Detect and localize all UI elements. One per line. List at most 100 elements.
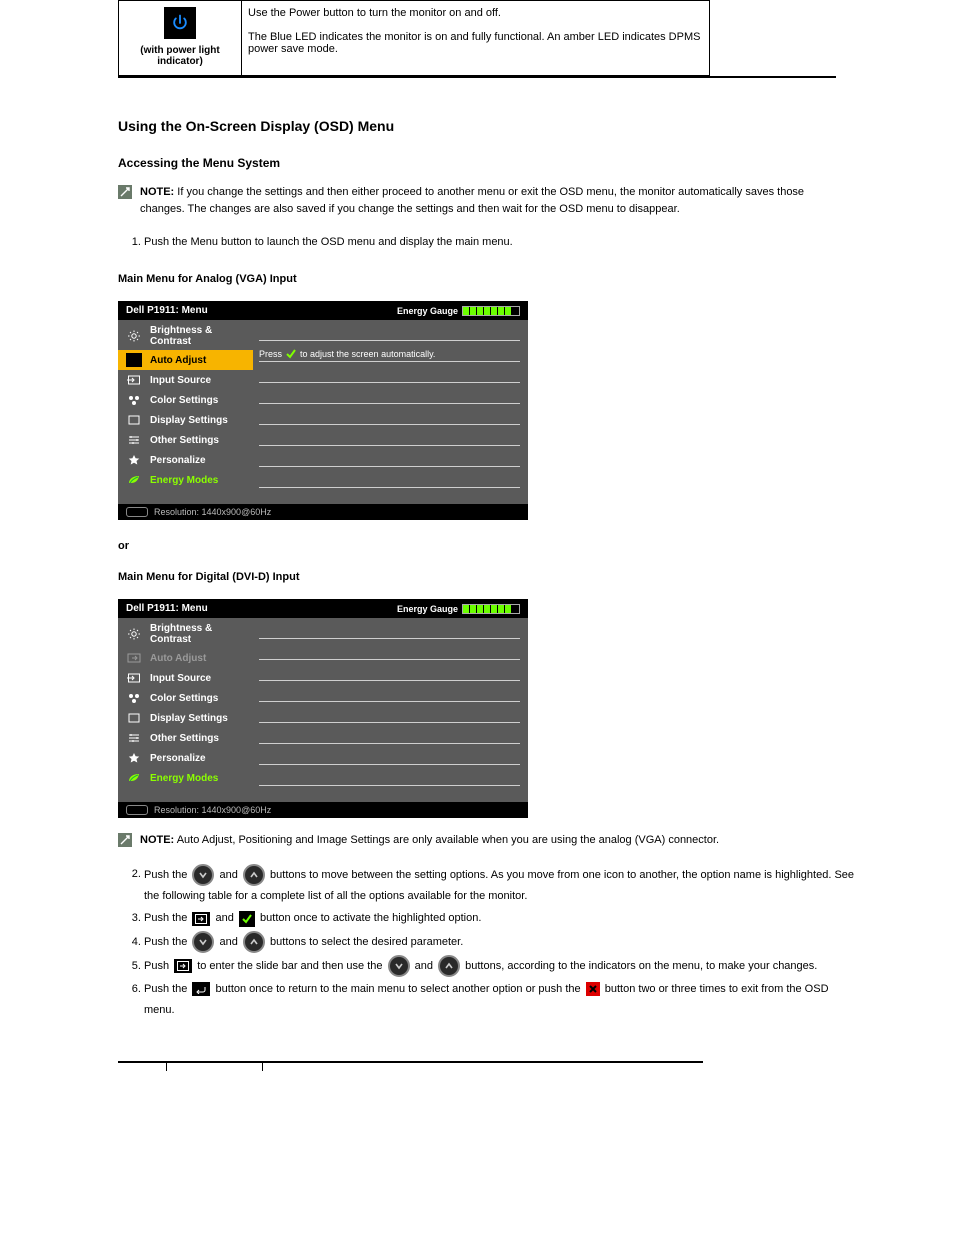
back-icon bbox=[192, 982, 210, 996]
osd-label-brightness: Brightness & Contrast bbox=[150, 623, 247, 645]
osd-label-display: Display Settings bbox=[150, 713, 228, 724]
osd-press-prefix: Press bbox=[259, 349, 282, 359]
osd-label-energy: Energy Modes bbox=[150, 773, 218, 784]
step-5: Push to enter the slide bar and then use… bbox=[144, 955, 854, 977]
enter-icon bbox=[192, 912, 210, 926]
note-2-label: NOTE: bbox=[140, 834, 174, 846]
down-icon bbox=[192, 931, 214, 953]
osd-item-personalize[interactable]: Personalize bbox=[118, 450, 253, 470]
osd-press-suffix: to adjust the screen automatically. bbox=[300, 349, 435, 359]
autoadjust-icon bbox=[126, 353, 142, 367]
star-icon bbox=[126, 751, 142, 765]
osd-item-energy[interactable]: Energy Modes bbox=[118, 768, 253, 788]
power-description: Use the Power button to turn the monitor… bbox=[248, 7, 703, 55]
brightness-icon bbox=[126, 329, 142, 343]
input-icon bbox=[126, 373, 142, 387]
osd-item-input[interactable]: Input Source bbox=[118, 668, 253, 688]
osd-label-input: Input Source bbox=[150, 375, 211, 386]
osd-item-energy[interactable]: Energy Modes bbox=[118, 470, 253, 490]
up-icon bbox=[438, 955, 460, 977]
down-icon bbox=[388, 955, 410, 977]
autoadjust-icon bbox=[126, 651, 142, 665]
osd-resolution-2: Resolution: 1440x900@60Hz bbox=[154, 805, 271, 815]
display-icon bbox=[126, 413, 142, 427]
osd-label-personalize: Personalize bbox=[150, 455, 206, 466]
osd-label-color: Color Settings bbox=[150, 395, 218, 406]
resolution-icon bbox=[126, 507, 148, 517]
note-icon bbox=[118, 833, 132, 847]
osd-label-display: Display Settings bbox=[150, 415, 228, 426]
bottom-table-fragment bbox=[118, 1061, 703, 1071]
note-2-text: Auto Adjust, Positioning and Image Setti… bbox=[177, 834, 719, 846]
section-access-title: Accessing the Menu System bbox=[118, 156, 954, 170]
osd-label-input: Input Source bbox=[150, 673, 211, 684]
energy-gauge-label: Energy Gauge bbox=[397, 306, 458, 316]
osd-footer-2: Resolution: 1440x900@60Hz bbox=[118, 802, 528, 818]
other-icon bbox=[126, 433, 142, 447]
up-icon bbox=[243, 864, 265, 886]
energy-gauge-icon bbox=[462, 306, 520, 316]
osd-menu: Brightness & Contrast Auto Adjust Input … bbox=[118, 320, 253, 504]
note-1-text: If you change the settings and then eith… bbox=[140, 186, 804, 215]
osd-item-display[interactable]: Display Settings bbox=[118, 410, 253, 430]
step-2: Push the and buttons to move between the… bbox=[144, 864, 854, 907]
star-icon bbox=[126, 453, 142, 467]
check-icon bbox=[285, 348, 297, 360]
osd-menu-2: Brightness & Contrast Auto Adjust Input … bbox=[118, 618, 253, 802]
osd-label-personalize: Personalize bbox=[150, 753, 206, 764]
osd-item-other[interactable]: Other Settings bbox=[118, 728, 253, 748]
osd-item-brightness[interactable]: Brightness & Contrast bbox=[118, 620, 253, 648]
color-icon bbox=[126, 393, 142, 407]
osd-item-display[interactable]: Display Settings bbox=[118, 708, 253, 728]
brightness-icon bbox=[126, 627, 142, 641]
osd-content: Press to adjust the screen automatically… bbox=[253, 320, 528, 504]
osd-item-autoadjust-disabled: Auto Adjust bbox=[118, 648, 253, 668]
osd-label-energy: Energy Modes bbox=[150, 475, 218, 486]
osd-footer: Resolution: 1440x900@60Hz bbox=[118, 504, 528, 520]
top-table-fragment: (with power light indicator) Use the Pow… bbox=[118, 0, 710, 76]
section-osd-title: Using the On-Screen Display (OSD) Menu bbox=[118, 118, 954, 134]
check-icon bbox=[239, 911, 255, 927]
power-icon bbox=[164, 7, 196, 39]
note-1-label: NOTE: bbox=[140, 186, 174, 198]
osd-panel-analog: Dell P1911: Menu Energy Gauge Brightness… bbox=[118, 301, 528, 520]
enter-icon bbox=[174, 959, 192, 973]
osd-item-other[interactable]: Other Settings bbox=[118, 430, 253, 450]
osd-content-2 bbox=[253, 618, 528, 802]
or-text: or bbox=[118, 538, 836, 555]
step-1: Push the Menu button to launch the OSD m… bbox=[144, 232, 854, 253]
step-1-list: Push the Menu button to launch the OSD m… bbox=[126, 232, 854, 253]
note-2: NOTE: Auto Adjust, Positioning and Image… bbox=[118, 832, 954, 849]
input-icon bbox=[126, 671, 142, 685]
osd-label-brightness: Brightness & Contrast bbox=[150, 325, 247, 347]
up-icon bbox=[243, 931, 265, 953]
analog-main-heading: Main Menu for Analog (VGA) Input bbox=[118, 271, 836, 288]
power-caption: (with power light indicator) bbox=[125, 45, 235, 67]
note-icon bbox=[118, 185, 132, 199]
display-icon bbox=[126, 711, 142, 725]
osd-item-color[interactable]: Color Settings bbox=[118, 390, 253, 410]
step-4: Push the and buttons to select the desir… bbox=[144, 931, 854, 953]
osd-item-brightness[interactable]: Brightness & Contrast bbox=[118, 322, 253, 350]
osd-item-personalize[interactable]: Personalize bbox=[118, 748, 253, 768]
steps-list: Push the and buttons to move between the… bbox=[126, 864, 854, 1022]
osd-label-color: Color Settings bbox=[150, 693, 218, 704]
osd-item-autoadjust[interactable]: Auto Adjust bbox=[118, 350, 253, 370]
energy-gauge-label-2: Energy Gauge bbox=[397, 604, 458, 614]
digital-main-heading: Main Menu for Digital (DVI-D) Input bbox=[118, 569, 836, 586]
close-icon bbox=[586, 982, 600, 996]
leaf-icon bbox=[126, 473, 142, 487]
resolution-icon bbox=[126, 805, 148, 815]
step-6: Push the button once to return to the ma… bbox=[144, 979, 854, 1021]
color-icon bbox=[126, 691, 142, 705]
osd-title-2: Dell P1911: Menu bbox=[126, 603, 208, 614]
note-1: NOTE: If you change the settings and the… bbox=[118, 184, 954, 218]
down-icon bbox=[192, 864, 214, 886]
osd-item-color[interactable]: Color Settings bbox=[118, 688, 253, 708]
leaf-icon bbox=[126, 771, 142, 785]
step-3: Push the and button once to activate the… bbox=[144, 908, 854, 929]
osd-label-autoadjust: Auto Adjust bbox=[150, 653, 206, 664]
osd-item-input[interactable]: Input Source bbox=[118, 370, 253, 390]
other-icon bbox=[126, 731, 142, 745]
osd-title: Dell P1911: Menu bbox=[126, 305, 208, 316]
